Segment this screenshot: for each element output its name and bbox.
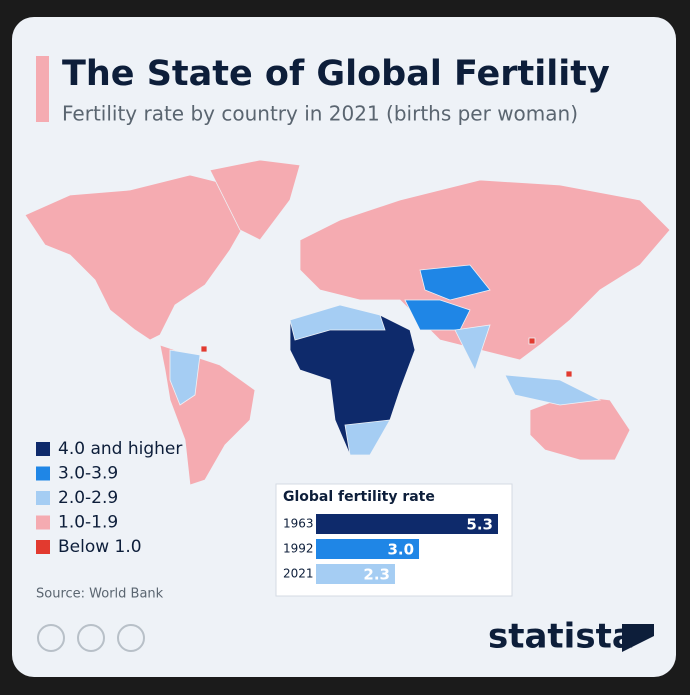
value-label: 3.0 — [387, 541, 414, 559]
middle-east — [404, 299, 471, 331]
greenland — [209, 159, 301, 241]
legend-swatch — [36, 466, 50, 481]
world-map — [24, 159, 671, 486]
eurasia — [299, 179, 671, 361]
subtitle: Fertility rate by country in 2021 (birth… — [62, 102, 578, 126]
legend-label: 3.0-3.9 — [58, 464, 118, 484]
legend-label: 2.0-2.9 — [58, 488, 118, 508]
central-asia — [419, 264, 491, 301]
guam — [565, 370, 573, 378]
bar — [316, 539, 420, 559]
category-label: 1992 — [283, 542, 314, 556]
hong-kong — [528, 337, 536, 345]
category-label: 1963 — [283, 517, 314, 531]
source: Source: World Bank — [36, 587, 164, 602]
andes — [169, 349, 201, 406]
inset-title: Global fertility rate — [283, 489, 435, 505]
value-label: 2.3 — [363, 566, 390, 584]
legend-swatch — [36, 442, 50, 456]
bar — [316, 564, 395, 584]
southern-africa — [344, 419, 391, 456]
legend-label: 4.0 and higher — [58, 439, 182, 459]
brand: statista — [488, 617, 635, 657]
license-icons — [37, 624, 145, 652]
south-asia — [454, 324, 491, 372]
legend-swatch — [36, 515, 50, 530]
legend-label: 1.0-1.9 — [58, 513, 118, 533]
category-label: 2021 — [283, 567, 314, 581]
australia — [529, 394, 631, 461]
puerto-rico — [200, 345, 208, 353]
value-label: 5.3 — [466, 516, 493, 534]
legend-label: Below 1.0 — [58, 537, 142, 557]
legend-swatch — [36, 540, 50, 554]
title: The State of Global Fertility — [62, 54, 610, 94]
brand-logo — [622, 624, 654, 652]
accent-bar — [36, 56, 49, 122]
bar — [316, 514, 498, 534]
legend-swatch — [36, 491, 50, 505]
north-africa — [289, 304, 386, 341]
southeast-asia — [504, 374, 602, 406]
north-america — [24, 174, 251, 341]
